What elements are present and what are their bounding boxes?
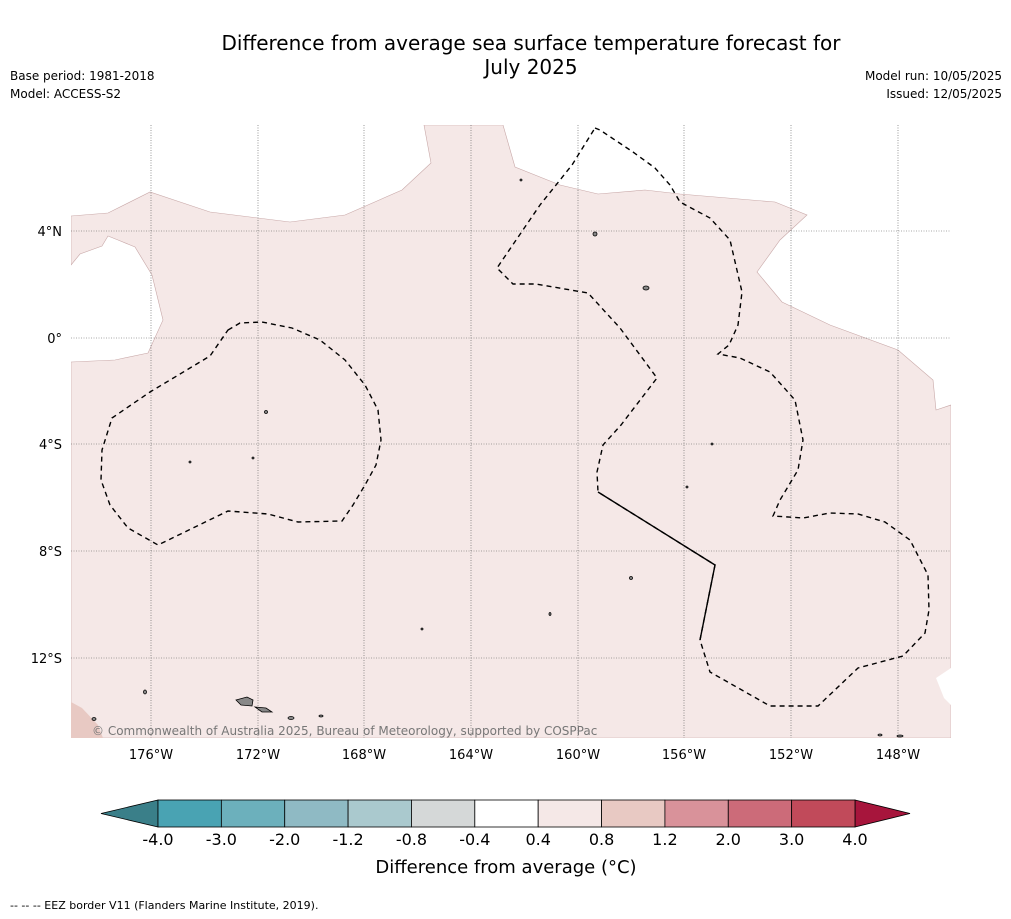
colorbar-tick-label: -3.0 [206,830,237,849]
colorbar-segment [601,799,666,828]
lat-label: 4°S [39,438,62,453]
colorbar-tick-label: -0.4 [459,830,490,849]
land-gap [945,376,951,388]
model-name: Model: ACCESS-S2 [10,87,122,101]
colorbar-segment [284,799,349,828]
colorbar-tick-label: 0.8 [589,830,614,849]
colorbar-segment [157,799,222,828]
colorbar-segment [411,799,476,828]
island-o [420,627,424,631]
map-area: © Commonwealth of Australia 2025, Bureau… [71,125,951,738]
colorbar-segment [727,799,793,828]
colorbar-tick-label: -2.0 [269,830,300,849]
island-upolu [235,696,254,707]
colorbar-tick-label: -0.8 [396,830,427,849]
issued-date: Issued: 12/05/2025 [886,87,1002,101]
island-b [642,285,650,291]
island-h [629,576,633,580]
lat-labels: 4°N 0° 4°S 8°S 12°S [31,225,62,667]
base-period: Base period: 1981-2018 [10,69,155,83]
lat-label: 0° [47,332,62,347]
island-q [896,734,904,738]
colorbar-tick-label: 0.4 [525,830,550,849]
eez-legend-footer: -- -- -- EEZ border V11 (Flanders Marine… [10,899,319,912]
island-g [91,717,97,721]
colorbar-over-arrow [854,799,911,828]
colorbar-tick-label: -4.0 [142,830,173,849]
colorbar-under-arrow [100,799,159,828]
island-f [318,714,324,718]
island-a [592,231,598,237]
meta-left: Base period: 1981-2018 Model: ACCESS-S2 [10,67,155,103]
island-d [143,689,147,695]
colorbar [100,799,911,828]
copyright-notice: © Commonwealth of Australia 2025, Bureau… [92,724,597,738]
colorbar-segment [791,799,856,828]
title-line-2: July 2025 [484,55,578,79]
island-n [519,178,523,182]
lon-labels: 176°W 172°W 168°W 164°W 160°W 156°W 152°… [129,748,920,763]
eez-border-west [100,321,382,546]
lon-label: 160°W [556,748,600,763]
colorbar-tick-label: 1.2 [652,830,677,849]
colorbar-segment [347,799,412,828]
eez-border-segment [597,491,716,641]
island-savaii [253,706,274,713]
island-k [188,460,192,464]
chart-title: Difference from average sea surface temp… [160,31,902,79]
land-gap-south [936,668,951,705]
colorbar-ticks: -4.0 -3.0 -2.0 -1.2 -0.8 -0.4 0.4 0.8 1.2 2.0 3.0 4… [142,830,867,849]
colorbar-tick-label: 4.0 [842,830,867,849]
grid-lines [71,125,951,738]
eez-borders [100,127,930,707]
lat-label: 12°S [31,652,62,667]
lon-label: 156°W [662,748,706,763]
islands [91,178,904,738]
colorbar-tick-label: -1.2 [332,830,363,849]
island-m [710,442,714,446]
colorbar-segment [664,799,729,828]
anomaly-fill-0-4-to-0-8 [71,125,951,738]
anomaly-fill-0-8-to-1-2 [71,702,103,738]
model-run: Model run: 10/05/2025 [864,69,1002,83]
lat-label: 4°N [38,225,63,240]
lon-label: 152°W [769,748,813,763]
eez-solid-segment [597,491,716,641]
colorbar-label: Difference from average (°C) [375,857,636,878]
colorbar-segment [474,799,539,828]
lon-label: 172°W [236,748,280,763]
island-p [877,733,883,737]
lon-label: 148°W [876,748,920,763]
lon-label: 168°W [342,748,386,763]
colorbar-segment [220,799,286,828]
colorbar-tick-label: 2.0 [716,830,741,849]
colorbar-tick-label: 3.0 [779,830,804,849]
island-j [251,456,255,460]
island-l [685,485,689,489]
island-c [264,410,268,414]
meta-right: Model run: 10/05/2025 Issued: 12/05/2025 [865,67,1002,103]
title-line-1: Difference from average sea surface temp… [221,31,841,55]
colorbar-segment [537,799,602,828]
island-i [548,612,552,616]
lat-label: 8°S [39,545,62,560]
lon-label: 164°W [449,748,493,763]
island-e [287,716,295,720]
lon-label: 176°W [129,748,173,763]
